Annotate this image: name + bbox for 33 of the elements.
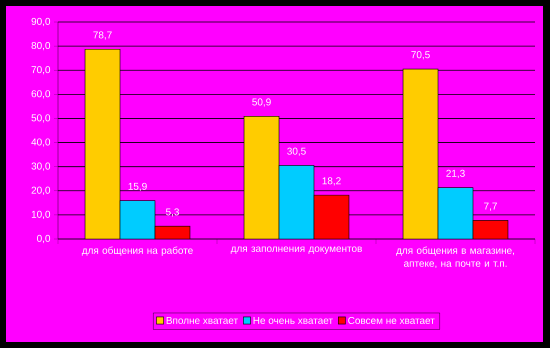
data-label: 30,5 [287,148,306,156]
data-label: 7,7 [484,202,497,211]
bar [154,226,190,239]
legend-label: Не очень хватает [254,317,333,324]
data-label: 50,9 [252,98,271,107]
bar [279,165,314,239]
y-tick-label: 90,0 [32,18,50,26]
y-tick-label: 0,0 [37,234,50,244]
bar [244,116,280,239]
legend-label: Совсем не хватает [348,316,435,324]
x-tick-label: для заполнения документов [230,246,362,254]
y-tick-label: 20,0 [32,186,50,195]
x-tick-label: для общения в магазине, аптеке, на почте и т.п. [396,246,514,268]
legend-label: Вполне хватает [166,317,238,324]
bar [120,200,155,239]
bar [85,49,120,239]
y-tick-label: 80,0 [32,42,50,50]
y-tick-label: 40,0 [31,138,50,147]
data-label: 15,9 [128,182,147,192]
bar [438,187,474,239]
y-tick-label: 70,0 [32,66,50,74]
data-label: 21,3 [446,170,465,178]
y-tick-label: 60,0 [32,90,50,98]
data-label: 18,2 [322,177,341,186]
y-tick-label: 50,0 [31,114,50,123]
bar [314,195,349,239]
bar [402,68,438,239]
bar [472,220,508,239]
y-tick-label: 30,0 [31,162,50,171]
x-tick-label: для общения на работе [82,246,193,256]
y-tick-label: 10,0 [32,210,50,220]
data-label: 70,5 [411,51,430,60]
data-label: 78,7 [93,31,112,40]
